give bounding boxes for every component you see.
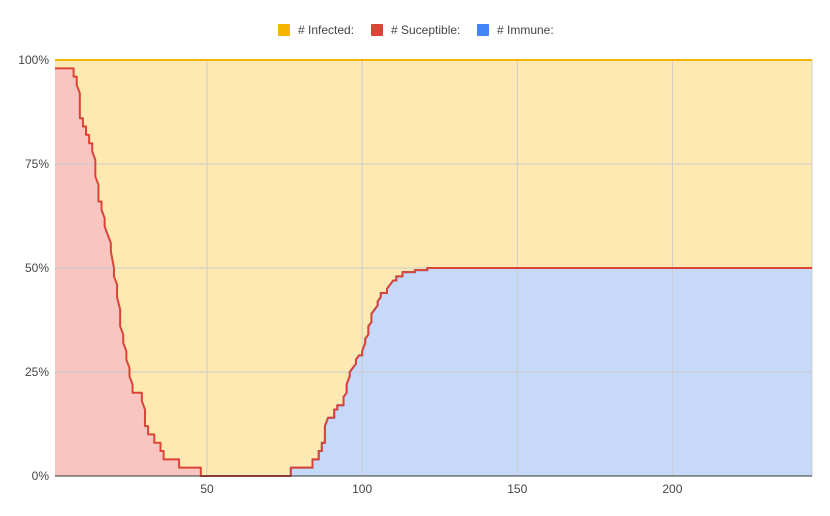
x-tick-label: 100 [352,482,372,496]
axes: 0% 25% 50% 75% 100% 50 100 150 200 [18,53,812,496]
y-tick-label: 50% [25,261,49,275]
x-tick-label: 50 [200,482,214,496]
y-tick-label: 0% [32,469,50,483]
legend-label-infected: # Infected: [298,23,354,37]
x-tick-label: 200 [662,482,682,496]
legend: # Infected: # Suceptible: # Immune: [278,23,554,37]
series-lines [55,59,812,477]
legend-swatch-susceptible [371,24,383,36]
line-susceptible [55,67,812,477]
legend-label-susceptible: # Suceptible: [391,23,460,37]
y-tick-label: 75% [25,157,49,171]
y-tick-label: 25% [25,365,49,379]
legend-swatch-immune [477,24,489,36]
y-tick-label: 100% [18,53,49,67]
legend-label-immune: # Immune: [497,23,554,37]
x-tick-label: 150 [507,482,527,496]
legend-swatch-infected [278,24,290,36]
